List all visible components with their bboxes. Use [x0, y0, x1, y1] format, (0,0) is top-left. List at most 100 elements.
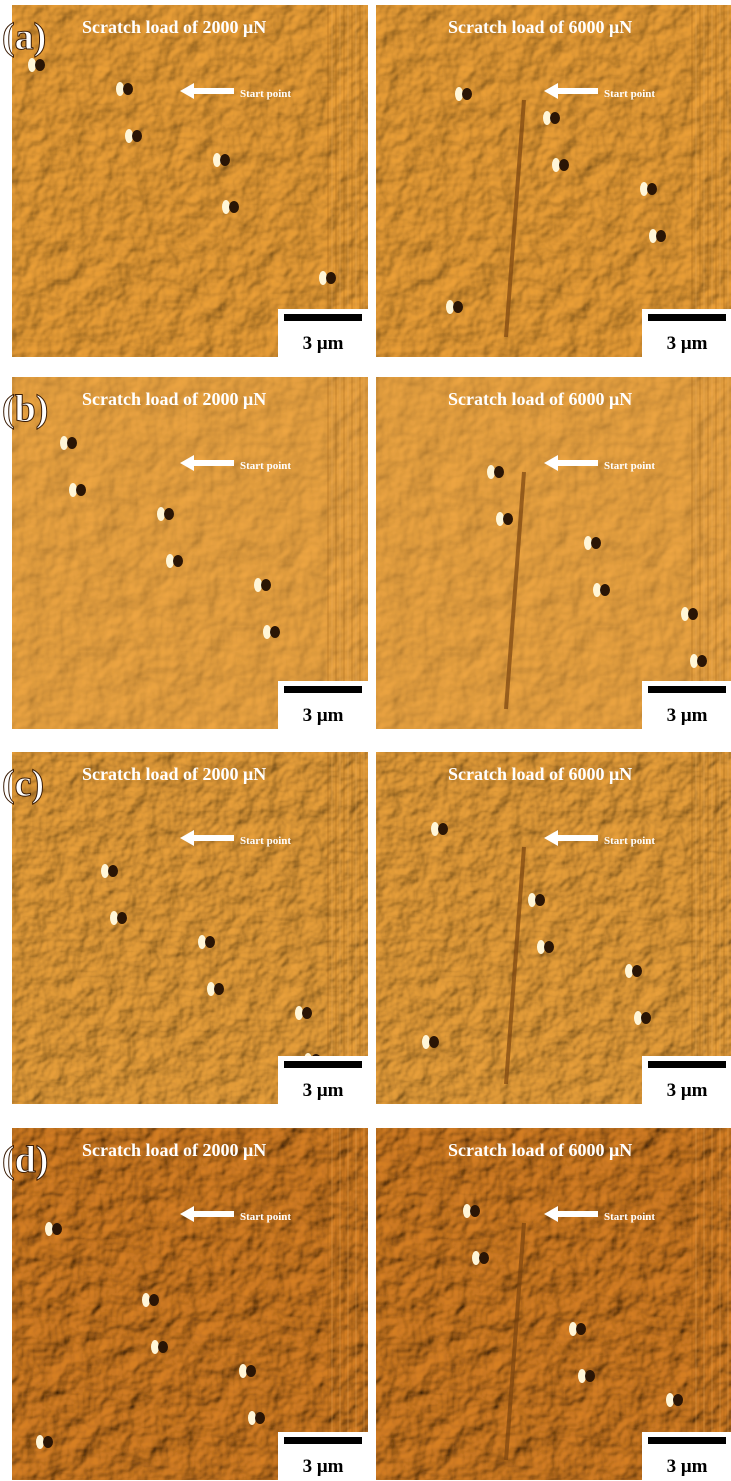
- afm-image: [12, 377, 368, 729]
- page: Scratch load of 2000 μN(a)Start point3 μ…: [0, 0, 731, 1481]
- bright-spot: [584, 536, 592, 550]
- dark-pit: [205, 936, 215, 948]
- bright-spot: [640, 182, 648, 196]
- bright-spot: [569, 1322, 577, 1336]
- panel-label: (c): [2, 763, 44, 805]
- scale-label: 3 μm: [303, 1080, 344, 1101]
- bright-spot: [431, 822, 439, 836]
- bright-spot: [222, 200, 230, 214]
- bright-spot: [36, 1435, 44, 1449]
- start-label: Start point: [604, 460, 655, 472]
- afm-image: [12, 1128, 368, 1480]
- dark-pit: [123, 83, 133, 95]
- dark-pit: [255, 1412, 265, 1424]
- bright-spot: [446, 300, 454, 314]
- dark-pit: [641, 1012, 651, 1024]
- bright-spot: [634, 1011, 642, 1025]
- scale-bar: [284, 1437, 362, 1444]
- bright-spot: [110, 911, 118, 925]
- bright-spot: [463, 1204, 471, 1218]
- dark-pit: [173, 555, 183, 567]
- dark-pit: [246, 1365, 256, 1377]
- dark-pit: [576, 1323, 586, 1335]
- dark-pit: [494, 466, 504, 478]
- panel-title: Scratch load of 2000 μN: [82, 764, 266, 784]
- scale-bar: [284, 686, 362, 693]
- dark-pit: [164, 508, 174, 520]
- start-label: Start point: [604, 88, 655, 100]
- bright-spot: [69, 483, 77, 497]
- bright-spot: [666, 1393, 674, 1407]
- dark-pit: [559, 159, 569, 171]
- dark-pit: [43, 1436, 53, 1448]
- bright-spot: [60, 436, 68, 450]
- dark-pit: [52, 1223, 62, 1235]
- afm-panel: Scratch load of 6000 μN Start point 3 μm: [376, 5, 731, 357]
- bright-spot: [254, 578, 262, 592]
- bright-spot: [422, 1035, 430, 1049]
- dark-pit: [656, 230, 666, 242]
- bright-spot: [151, 1340, 159, 1354]
- bright-spot: [28, 58, 36, 72]
- dark-pit: [535, 894, 545, 906]
- dark-pit: [132, 130, 142, 142]
- bright-spot: [649, 229, 657, 243]
- scale-bar: [648, 314, 726, 321]
- scale-bar: [648, 686, 726, 693]
- dark-pit: [453, 301, 463, 313]
- bright-spot: [198, 935, 206, 949]
- dark-pit: [149, 1294, 159, 1306]
- scale-bar: [284, 314, 362, 321]
- figure: Scratch load of 2000 μN(a)Start point3 μ…: [0, 0, 731, 1481]
- bright-spot: [125, 129, 133, 143]
- afm-image: [376, 752, 731, 1104]
- panel-title: Scratch load of 2000 μN: [82, 1140, 266, 1160]
- dark-pit: [462, 88, 472, 100]
- dark-pit: [438, 823, 448, 835]
- start-label: Start point: [240, 460, 291, 472]
- start-label: Start point: [604, 835, 655, 847]
- scale-bar: [284, 1061, 362, 1068]
- dark-pit: [673, 1394, 683, 1406]
- scale-label: 3 μm: [303, 333, 344, 354]
- dark-pit: [697, 655, 707, 667]
- dark-pit: [585, 1370, 595, 1382]
- dark-pit: [261, 579, 271, 591]
- afm-image: [12, 5, 368, 357]
- dark-pit: [544, 941, 554, 953]
- bright-spot: [472, 1251, 480, 1265]
- dark-pit: [600, 584, 610, 596]
- panel-title: Scratch load of 2000 μN: [82, 17, 266, 37]
- dark-pit: [229, 201, 239, 213]
- dark-pit: [632, 965, 642, 977]
- start-label: Start point: [240, 88, 291, 100]
- dark-pit: [270, 626, 280, 638]
- panel-title: Scratch load of 6000 μN: [448, 1140, 632, 1160]
- afm-image: [376, 1128, 731, 1480]
- dark-pit: [688, 608, 698, 620]
- dark-pit: [76, 484, 86, 496]
- scale-label: 3 μm: [667, 333, 708, 354]
- dark-pit: [220, 154, 230, 166]
- afm-panel: Scratch load of 6000 μNStart point3 μm: [376, 377, 731, 729]
- bright-spot: [166, 554, 174, 568]
- bright-spot: [496, 512, 504, 526]
- bright-spot: [681, 607, 689, 621]
- bright-spot: [552, 158, 560, 172]
- start-label: Start point: [240, 1211, 291, 1223]
- dark-pit: [214, 983, 224, 995]
- bright-spot: [487, 465, 495, 479]
- scale-bar: [648, 1437, 726, 1444]
- scale-label: 3 μm: [667, 1456, 708, 1477]
- bright-spot: [578, 1369, 586, 1383]
- afm-image: [376, 377, 731, 729]
- bright-spot: [101, 864, 109, 878]
- panel-label: (d): [2, 1139, 48, 1181]
- bright-spot: [207, 982, 215, 996]
- panel-title: Scratch load of 6000 μN: [448, 17, 632, 37]
- afm-panel: Scratch load of 2000 μN(d)Start point3 μ…: [2, 1128, 368, 1480]
